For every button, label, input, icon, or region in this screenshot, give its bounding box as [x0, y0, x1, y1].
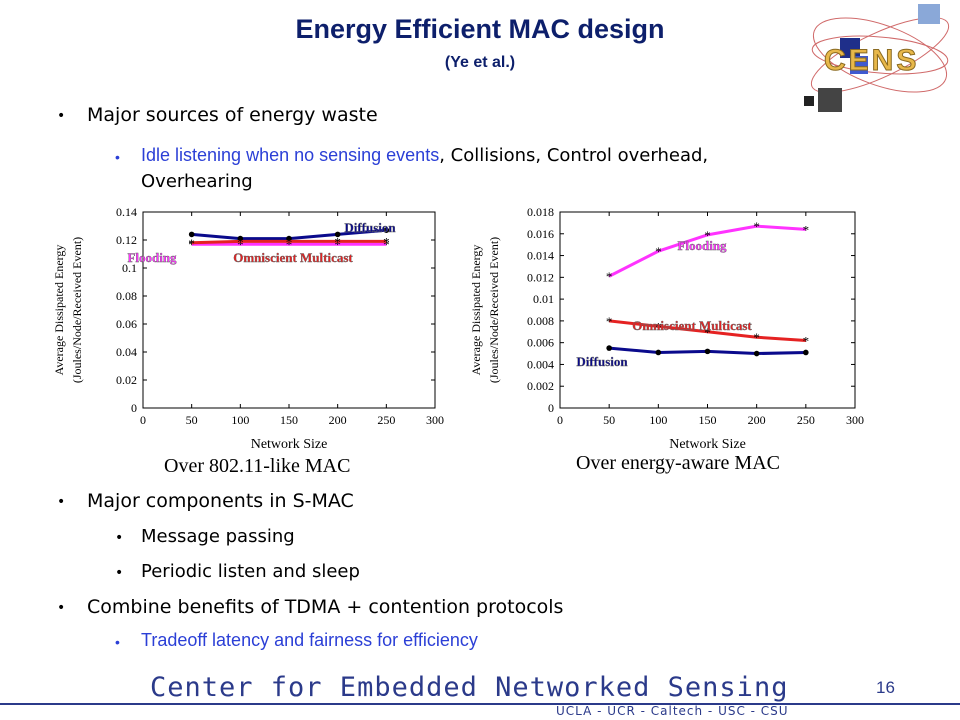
data-point-omniscient-multicast: * — [237, 234, 244, 249]
data-point-omniscient-multicast: * — [606, 314, 613, 329]
data-point-flooding: * — [803, 222, 810, 237]
data-point-flooding: * — [188, 237, 195, 252]
x-tick-label: 200 — [329, 413, 347, 427]
data-point-flooding: * — [286, 237, 293, 252]
caption-right: Over energy-aware MAC — [576, 452, 780, 474]
x-tick-label: 100 — [231, 413, 249, 427]
x-tick-label: 100 — [649, 413, 667, 427]
x-axis-label: Network Size — [669, 437, 746, 450]
data-point-diffusion — [655, 349, 662, 356]
y-tick-label: 0.006 — [527, 336, 554, 350]
data-point-diffusion — [803, 349, 809, 356]
series-line-omniscient-multicast — [191, 239, 387, 245]
series-label-flooding: Flooding — [127, 250, 177, 265]
series-label-diffusion: Diffusion — [576, 354, 628, 369]
y-tick-label: 0.018 — [527, 205, 554, 219]
y-tick-label: 0.01 — [533, 292, 554, 306]
y-tick-label: 0.04 — [116, 345, 137, 359]
series-label-omniscient-multicast: Omniscient Multicast — [233, 250, 353, 265]
y-axis-label-line2: (Joules/Node/Received Event) — [70, 237, 84, 383]
data-point-flooding: * — [383, 237, 390, 252]
data-point-diffusion — [704, 348, 711, 355]
series-label-omniscient-multicast: Omniscient Multicast — [632, 318, 752, 333]
y-tick-label: 0 — [131, 401, 137, 415]
data-point-omniscient-multicast: * — [383, 234, 390, 249]
y-tick-label: 0.14 — [116, 205, 137, 219]
x-tick-label: 300 — [846, 413, 864, 427]
caption-left: Over 802.11-like MAC — [164, 455, 351, 477]
slide-title: Energy Efficient MAC design — [295, 14, 665, 44]
y-tick-label: 0.012 — [527, 270, 554, 284]
sub-bullet-overhearing: Overhearing — [141, 171, 253, 192]
x-tick-label: 0 — [140, 413, 146, 427]
x-tick-label: 0 — [557, 413, 563, 427]
y-axis-label-line1: Average Dissipated Energy — [469, 245, 483, 376]
data-point-diffusion — [334, 231, 341, 238]
data-point-omniscient-multicast: * — [803, 333, 810, 348]
x-tick-label: 300 — [426, 413, 444, 427]
chart-802-11-mac: 0 50 100 150 200 250 300 0 0.02 0.04 0.06 0.08 0.1 0.… — [52, 205, 444, 450]
series-line-omniscient-multicast — [609, 319, 806, 342]
sub-bullet-tradeoff: • Tradeoff latency and fairness for effic… — [115, 630, 478, 650]
page-number: 16 — [876, 678, 895, 697]
y-tick-label: 0.06 — [116, 317, 137, 331]
bullet-energy-waste: • Major sources of energy waste — [57, 104, 378, 126]
x-tick-label: 150 — [280, 413, 298, 427]
chart-energy-aware-mac: 0 50 100 150 200 250 300 0 0.002 0.004 0.006 0.008 0… — [469, 205, 864, 450]
cens-logo: CENS — [804, 4, 950, 112]
data-point-flooding: * — [237, 237, 244, 252]
bullet-tdma-contention: • Combine benefits of TDMA + contention p… — [57, 596, 564, 618]
y-tick-label: 0.1 — [122, 261, 137, 275]
sub-bullet-listen-sleep: • Periodic listen and sleep — [115, 561, 360, 582]
footer-divider — [0, 703, 960, 705]
data-point-omniscient-multicast: * — [286, 234, 293, 249]
data-point-diffusion — [606, 345, 612, 351]
x-tick-label: 250 — [797, 413, 815, 427]
y-tick-label: 0.014 — [527, 249, 554, 263]
y-tick-label: 0.08 — [116, 289, 137, 303]
data-point-diffusion — [753, 350, 760, 357]
y-axis-label-line2: (Joules/Node/Received Event) — [487, 237, 501, 383]
footer-title: Center for Embedded Networked Sensing — [150, 672, 789, 703]
data-point-flooding: * — [704, 228, 711, 243]
data-point-flooding: * — [753, 219, 760, 234]
series-label-diffusion: Diffusion — [344, 220, 396, 235]
series-label-flooding: Flooding — [677, 238, 727, 253]
footer-universities: UCLA - UCR - Caltech - USC - CSU — [556, 704, 789, 718]
y-tick-label: 0.008 — [527, 314, 554, 328]
data-point-diffusion — [383, 227, 390, 233]
data-point-diffusion — [188, 231, 195, 238]
y-tick-label: 0.016 — [527, 227, 554, 241]
data-point-omniscient-multicast: * — [188, 236, 195, 251]
x-tick-label: 200 — [748, 413, 766, 427]
slide-subtitle: (Ye et al.) — [444, 54, 516, 71]
x-tick-label: 150 — [699, 413, 717, 427]
y-tick-label: 0.12 — [116, 233, 137, 247]
sub-bullet-idle-listening: • Idle listening when no sensing events, … — [115, 145, 709, 166]
y-tick-label: 0 — [548, 401, 554, 415]
data-point-omniscient-multicast: * — [655, 319, 662, 334]
y-tick-label: 0.002 — [527, 379, 554, 393]
x-tick-label: 50 — [603, 413, 615, 427]
data-point-omniscient-multicast: * — [704, 325, 711, 340]
data-point-flooding: * — [655, 244, 662, 259]
series-line-flooding — [608, 224, 806, 278]
data-point-flooding: * — [334, 237, 341, 252]
bullet-smac-components: • Major components in S-MAC — [57, 490, 354, 512]
y-tick-label: 0.02 — [116, 373, 137, 387]
x-tick-label: 250 — [377, 413, 395, 427]
data-point-flooding: * — [606, 269, 613, 284]
data-point-omniscient-multicast: * — [334, 234, 341, 249]
x-axis-label: Network Size — [251, 437, 328, 450]
x-tick-label: 50 — [186, 413, 198, 427]
data-point-omniscient-multicast: * — [753, 330, 760, 345]
cens-logo-text: CENS — [824, 44, 919, 77]
y-axis-label-line1: Average Dissipated Energy — [52, 245, 66, 376]
y-tick-label: 0.004 — [527, 357, 554, 371]
sub-bullet-message-passing: • Message passing — [115, 526, 295, 547]
